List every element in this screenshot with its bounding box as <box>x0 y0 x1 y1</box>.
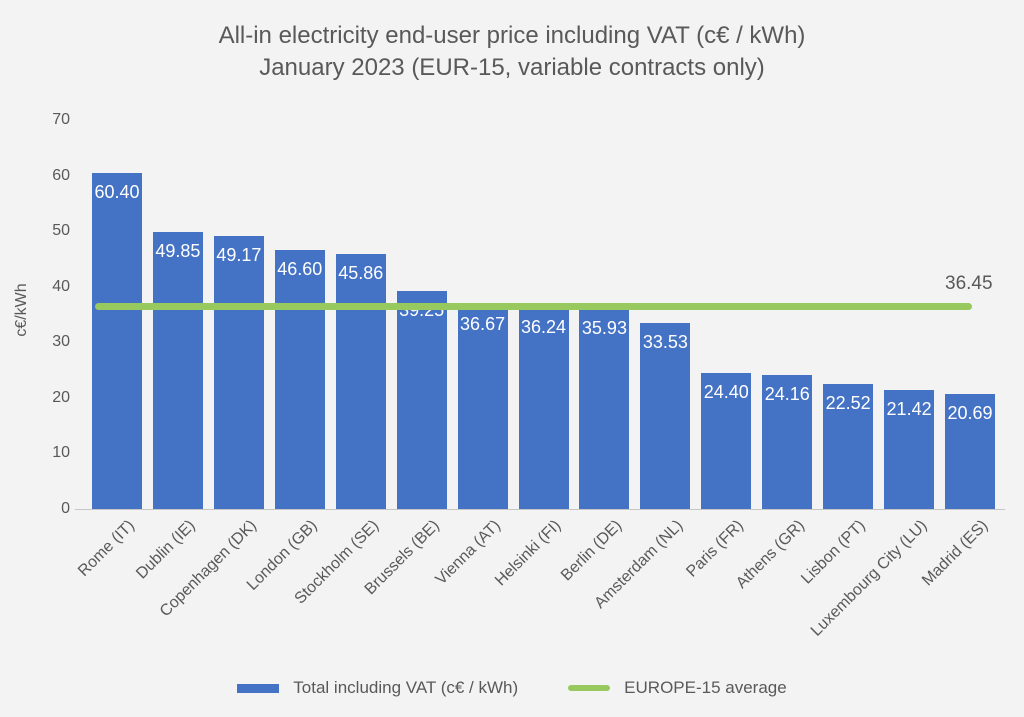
x-axis-label: Paris (FR) <box>683 517 748 581</box>
bar: 24.40 <box>701 373 752 509</box>
bar-value-label: 49.85 <box>155 240 201 261</box>
bar-value-label: 45.86 <box>338 263 384 284</box>
x-axis-line <box>75 509 1005 510</box>
chart-title-line1: All-in electricity end-user price includ… <box>218 22 806 49</box>
bar: 45.86 <box>335 254 386 509</box>
y-axis-tick-label: 70 <box>52 111 70 128</box>
bar: 49.17 <box>213 235 264 509</box>
bar: 39.25 <box>396 290 447 509</box>
x-axis-label: Dublin (IE) <box>133 517 199 583</box>
legend-line-swatch-icon <box>568 685 611 691</box>
bar: 24.16 <box>762 374 813 509</box>
y-axis-tick-label: 60 <box>52 166 70 184</box>
legend-line-label: EUROPE-15 average <box>624 678 787 697</box>
bar-value-label: 60.40 <box>94 182 140 203</box>
bar: 33.53 <box>640 322 691 509</box>
bar-value-label: 20.69 <box>947 403 993 424</box>
bar: 36.24 <box>518 307 569 509</box>
chart-title: All-in electricity end-user price includ… <box>0 20 1024 84</box>
chart-title-line2: January 2023 (EUR-15, variable contracts… <box>259 54 765 81</box>
bar-value-label: 36.67 <box>460 314 506 335</box>
legend: Total including VAT (c€ / kWh) EUROPE-15… <box>0 675 1024 701</box>
bar-value-label: 46.60 <box>277 259 323 280</box>
y-axis-tick-label: 20 <box>52 388 70 406</box>
bar: 22.52 <box>823 383 874 509</box>
bar: 20.69 <box>945 394 996 509</box>
bar: 21.42 <box>884 389 935 509</box>
legend-bar-label: Total including VAT (c€ / kWh) <box>293 678 519 697</box>
bar: 46.60 <box>274 250 325 509</box>
y-axis-tick-label: 0 <box>61 500 70 517</box>
y-axis-tick-label: 50 <box>52 222 70 240</box>
bar: 49.85 <box>152 231 203 509</box>
bar-value-label: 21.42 <box>886 398 932 419</box>
x-axis-label: Rome (IT) <box>75 517 139 580</box>
bar-value-label: 22.52 <box>825 392 871 413</box>
legend-bar-swatch-icon <box>237 683 280 693</box>
average-line-label: 36.45 <box>945 273 993 295</box>
average-line <box>95 302 972 310</box>
bar-value-label: 49.17 <box>216 244 262 265</box>
bar-value-label: 36.24 <box>520 316 567 337</box>
bar: 36.67 <box>457 305 508 509</box>
bar-value-label: 24.16 <box>764 383 810 404</box>
bar: 35.93 <box>579 309 630 509</box>
bar-value-label: 24.40 <box>703 382 749 403</box>
y-axis-tick-label: 30 <box>52 333 70 351</box>
y-axis-title: c€/kWh <box>13 283 30 337</box>
x-axis-label: Luxembourg City (LU) <box>807 517 931 640</box>
bar: 60.40 <box>92 173 142 509</box>
y-axis-tick-label: 40 <box>52 277 70 295</box>
bar-value-label: 33.53 <box>642 331 688 352</box>
bar-value-label: 35.93 <box>581 318 627 339</box>
y-axis-tick-label: 10 <box>52 444 70 462</box>
